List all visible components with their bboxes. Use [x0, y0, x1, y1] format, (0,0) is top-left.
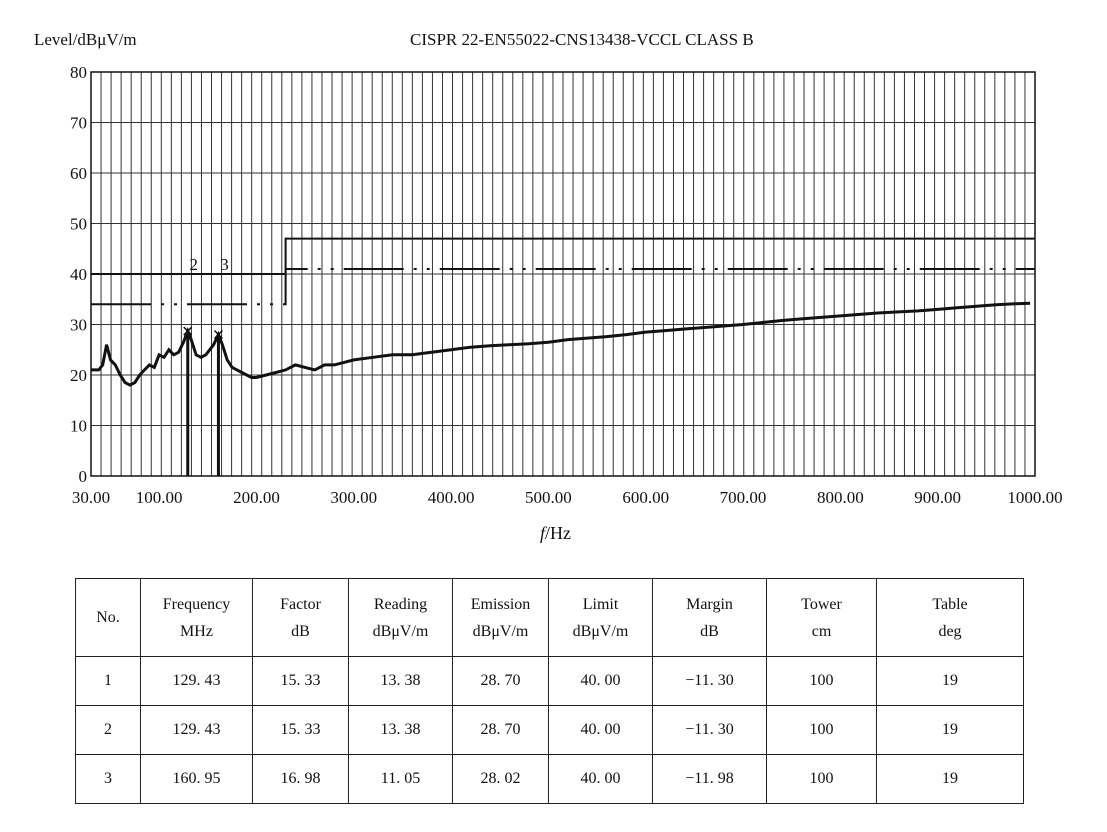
table-cell: 28. 70: [452, 705, 549, 755]
x-tick-label: 300.00: [330, 488, 377, 507]
limit-line-quasi-peak: [91, 237, 1035, 275]
table-cell: −11. 30: [652, 705, 767, 755]
marker-label: 2: [190, 255, 199, 274]
y-tick-label: 80: [70, 63, 87, 82]
table-row: 3 160. 95 16. 98 11. 05 28. 02 40. 00 −11. 98 1…: [75, 754, 1024, 804]
table-cell: 28. 02: [452, 754, 549, 804]
table-cell: 28. 70: [452, 656, 549, 706]
y-tick-label: 30: [70, 316, 87, 335]
x-tick-label: 30.00: [72, 488, 110, 507]
x-tick-label: 100.00: [136, 488, 183, 507]
table-header-row: No. Frequency MHz Factor dB Reading dBμV/m Emis…: [75, 578, 1024, 657]
header-unit: deg: [938, 622, 962, 640]
header-title: No.: [96, 609, 120, 626]
table-header-cell: Frequency MHz: [140, 578, 253, 657]
table-header-cell: Reading dBμV/m: [348, 578, 453, 657]
y-tick-label: 40: [70, 265, 87, 284]
table-cell: 13. 38: [348, 656, 453, 706]
x-tick-label: 700.00: [720, 488, 767, 507]
table-cell: 40. 00: [548, 754, 653, 804]
header-unit: dBμV/m: [372, 622, 429, 640]
header-title: Tower: [801, 595, 842, 613]
table-header-cell: Emission dBμV/m: [452, 578, 549, 657]
table-cell: 15. 33: [252, 705, 349, 755]
table-header-cell: Margin dB: [652, 578, 767, 657]
table-cell: 3: [75, 754, 141, 804]
x-tick-label: 400.00: [428, 488, 475, 507]
table-cell: 100: [766, 705, 877, 755]
table-cell: 129. 43: [140, 656, 253, 706]
x-axis-unit: /Hz: [545, 523, 572, 543]
table-cell: −11. 30: [652, 656, 767, 706]
chart-title: CISPR 22-EN55022-CNS13438-VCCL CLASS B: [410, 30, 754, 49]
measurement-trace: [91, 301, 1031, 387]
table-row: 2 129. 43 15. 33 13. 38 28. 70 40. 00 −11. 30 1…: [75, 705, 1024, 755]
header-title: Emission: [470, 595, 531, 613]
table-cell: −11. 98: [652, 754, 767, 804]
table-header-cell: Table deg: [876, 578, 1024, 657]
table-cell: 19: [876, 656, 1024, 706]
x-axis-var: f: [540, 523, 546, 543]
table-cell: 19: [876, 754, 1024, 804]
table-header-cell: Limit dBμV/m: [548, 578, 653, 657]
table-cell: 129. 43: [140, 705, 253, 755]
y-tick-label: 10: [70, 417, 87, 436]
header-title: Reading: [373, 595, 428, 613]
x-tick-label: 900.00: [914, 488, 961, 507]
x-tick-label: 800.00: [817, 488, 864, 507]
header-unit: dB: [291, 622, 310, 640]
table-header-cell: Tower cm: [766, 578, 877, 657]
header-title: Factor: [280, 595, 321, 613]
measurement-table: No. Frequency MHz Factor dB Reading dBμV/m Emis…: [75, 578, 1024, 804]
header-unit: dBμV/m: [572, 622, 629, 640]
table-cell: 15. 33: [252, 656, 349, 706]
limit-line-average: [91, 268, 1035, 306]
header-title: Table: [932, 595, 968, 613]
table-cell: 19: [876, 705, 1024, 755]
table-cell: 16. 98: [252, 754, 349, 804]
table-cell: 11. 05: [348, 754, 453, 804]
table-cell: 13. 38: [348, 705, 453, 755]
header-title: Limit: [582, 595, 619, 613]
header-title: Frequency: [162, 595, 231, 613]
header-unit: cm: [811, 622, 832, 640]
header-unit: dB: [700, 622, 719, 640]
table-header-cell: Factor dB: [252, 578, 349, 657]
x-axis-label: f/Hz: [540, 523, 571, 544]
y-tick-label: 50: [70, 215, 87, 234]
table-cell: 160. 95: [140, 754, 253, 804]
chart-svg: 0 10 20 30 40 50 60 70 80 30.00 100.00 200.00 300.00…: [70, 63, 1063, 507]
table-row: 1 129. 43 15. 33 13. 38 28. 70 40. 00 −11. 30 1…: [75, 656, 1024, 706]
marker-label: 3: [220, 255, 229, 274]
y-tick-label: 70: [70, 114, 87, 133]
marker-cross: [183, 326, 193, 336]
y-tick-label: 60: [70, 164, 87, 183]
table-cell: 1: [75, 656, 141, 706]
x-tick-label: 1000.00: [1007, 488, 1062, 507]
y-axis-label: Level/dBμV/m: [34, 30, 137, 49]
x-tick-label: 200.00: [233, 488, 280, 507]
emission-chart: 0 10 20 30 40 50 60 70 80 30.00 100.00 200.00 300.00…: [34, 30, 1063, 544]
marker-cross: [213, 329, 223, 340]
table-cell: 40. 00: [548, 656, 653, 706]
table-cell: 2: [75, 705, 141, 755]
header-title: Margin: [686, 595, 733, 613]
x-tick-label: 600.00: [622, 488, 669, 507]
table-header-cell: No.: [75, 578, 141, 657]
y-tick-label: 20: [70, 366, 87, 385]
y-tick-label: 0: [79, 467, 88, 486]
header-unit: MHz: [180, 622, 213, 640]
table-cell: 40. 00: [548, 705, 653, 755]
table-cell: 100: [766, 656, 877, 706]
table-cell: 100: [766, 754, 877, 804]
x-tick-label: 500.00: [525, 488, 572, 507]
header-unit: dBμV/m: [472, 622, 529, 640]
